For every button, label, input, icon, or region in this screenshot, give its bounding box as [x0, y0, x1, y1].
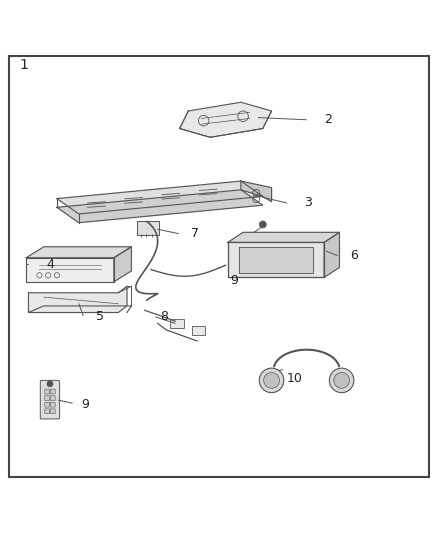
Text: 5: 5	[96, 310, 104, 324]
FancyBboxPatch shape	[50, 409, 55, 414]
Text: 9: 9	[230, 274, 238, 287]
Polygon shape	[324, 232, 339, 278]
FancyBboxPatch shape	[137, 221, 159, 235]
Text: 8: 8	[160, 310, 168, 324]
Polygon shape	[57, 190, 263, 223]
Polygon shape	[26, 258, 114, 282]
Polygon shape	[228, 243, 324, 278]
FancyBboxPatch shape	[45, 395, 49, 400]
Text: 3: 3	[304, 197, 312, 209]
Circle shape	[47, 381, 53, 386]
FancyBboxPatch shape	[192, 326, 205, 335]
Text: 7: 7	[191, 227, 198, 240]
FancyBboxPatch shape	[50, 389, 55, 394]
Circle shape	[334, 373, 350, 388]
Circle shape	[264, 373, 279, 388]
Text: 6: 6	[350, 249, 358, 262]
Circle shape	[259, 221, 266, 228]
FancyBboxPatch shape	[170, 319, 184, 328]
Circle shape	[329, 368, 354, 393]
Polygon shape	[26, 247, 131, 258]
Polygon shape	[241, 181, 272, 201]
Polygon shape	[114, 247, 131, 282]
Polygon shape	[57, 181, 263, 214]
Polygon shape	[228, 232, 339, 243]
Polygon shape	[180, 102, 272, 138]
Text: 4: 4	[46, 258, 54, 271]
Text: 1: 1	[20, 58, 28, 72]
FancyBboxPatch shape	[45, 409, 49, 414]
Circle shape	[259, 368, 284, 393]
FancyBboxPatch shape	[50, 402, 55, 407]
FancyBboxPatch shape	[40, 381, 60, 419]
Polygon shape	[239, 247, 313, 273]
Text: 9: 9	[81, 398, 89, 411]
Text: 2: 2	[324, 114, 332, 126]
FancyBboxPatch shape	[45, 389, 49, 394]
FancyBboxPatch shape	[50, 395, 55, 400]
Text: 10: 10	[287, 372, 303, 385]
FancyBboxPatch shape	[45, 402, 49, 407]
Polygon shape	[28, 286, 127, 312]
